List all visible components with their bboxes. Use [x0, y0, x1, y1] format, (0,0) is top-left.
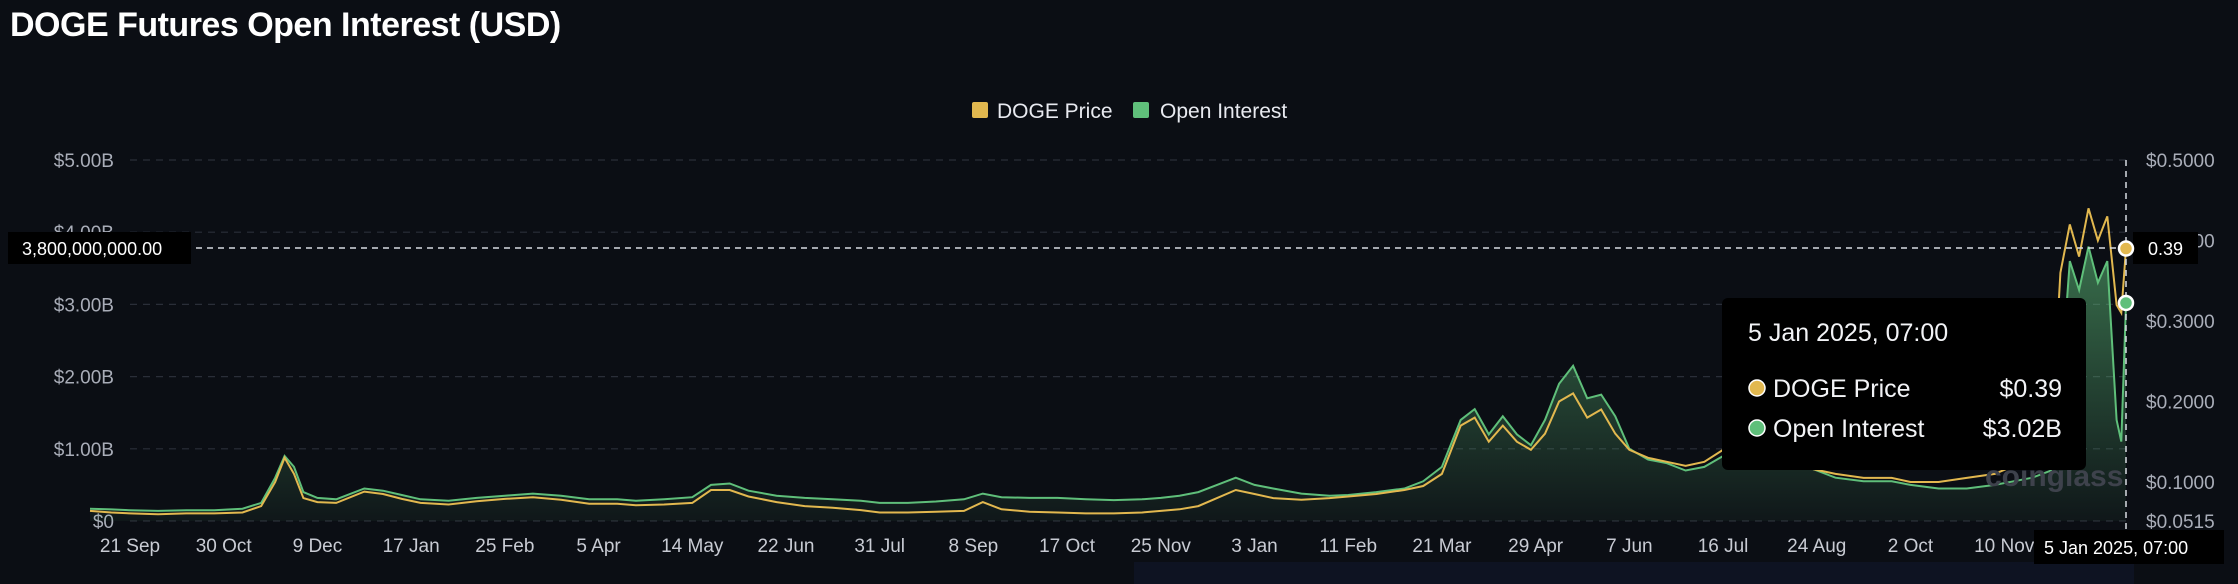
- crosshair-x-label-box: [2034, 530, 2224, 564]
- tooltip-value-oi: $3.02B: [1983, 415, 2062, 443]
- legend-label-price: DOGE Price: [997, 100, 1113, 123]
- tooltip-title: 5 Jan 2025, 07:00: [1748, 319, 1948, 347]
- y-axis-left: $5.00B$4.00B$3.00B$2.00B$1.00B$0: [54, 151, 114, 533]
- doge-price-hover-point: [2117, 240, 2135, 257]
- y-left-tick-label: $2.00B: [54, 368, 114, 389]
- tooltip-dot-price: [1748, 379, 1766, 397]
- y-right-tick-label: $0.2000: [2146, 392, 2215, 413]
- tooltip-box: [1722, 298, 2086, 470]
- open-interest-hover-point: [2117, 294, 2135, 312]
- legend-swatch-price: [972, 102, 988, 118]
- tooltip-label-oi: Open Interest: [1773, 415, 1925, 443]
- series-layer: [89, 208, 2127, 521]
- x-tick-label: 17 Oct: [1039, 536, 1096, 557]
- crosshair-x-label: 5 Jan 2025, 07:00: [2044, 538, 2188, 558]
- tooltip-label-price: DOGE Price: [1773, 375, 1911, 403]
- y-right-tick-label: $0.5000: [2146, 151, 2215, 172]
- x-tick-label: 5 Apr: [576, 536, 621, 557]
- tooltip-value-price: $0.39: [1999, 375, 2062, 403]
- legend-swatch-oi: [1133, 102, 1149, 118]
- open-interest-line: [89, 246, 2127, 512]
- x-tick-label: 3 Jan: [1231, 536, 1277, 557]
- x-axis: 21 Sep 30 Oct 9 Dec 17 Jan 25 Feb 5 Apr 14 May…: [100, 536, 2035, 557]
- tooltip-dot-oi: [1748, 419, 1766, 437]
- x-tick-label: 11 Feb: [1319, 536, 1377, 557]
- crosshair-left-label-box: [8, 232, 191, 264]
- crosshair-left-label: 3,800,000,000.00: [22, 239, 162, 259]
- x-tick-label: 17 Jan: [383, 536, 440, 557]
- crosshair-right-label-box: [2133, 232, 2198, 264]
- y-right-tick-label: $0.1000: [2146, 473, 2215, 494]
- x-tick-label: 31 Jul: [854, 536, 905, 557]
- y-left-tick-label: $3.00B: [54, 295, 114, 316]
- y-right-tick-label: $0.3000: [2146, 312, 2215, 333]
- y-axis-right: $0.5000$0.4000$0.3000$0.2000$0.1000$0.05…: [2146, 151, 2215, 533]
- y-left-tick-label: $1.00B: [54, 440, 114, 461]
- x-tick-label: 16 Jul: [1698, 536, 1749, 557]
- x-tick-label: 9 Dec: [293, 536, 343, 557]
- crosshair-right-label: 0.39: [2148, 239, 2183, 259]
- x-tick-label: 21 Mar: [1412, 536, 1472, 557]
- x-tick-label: 24 Aug: [1787, 536, 1846, 557]
- doge-price-line: [89, 208, 2127, 516]
- legend: DOGE Price Open Interest: [972, 100, 1287, 123]
- chart-title: DOGE Futures Open Interest (USD): [10, 6, 561, 44]
- bottom-panel: [1134, 562, 2134, 584]
- tooltip: 5 Jan 2025, 07:00 DOGE Price $0.39 Open …: [1722, 298, 2086, 470]
- x-tick-label: 10 Nov: [1974, 536, 2035, 557]
- x-tick-label: 2 Oct: [1888, 536, 1934, 557]
- x-tick-label: 7 Jun: [1606, 536, 1652, 557]
- hover-markers: [2117, 240, 2135, 312]
- y-right-tick-label: $0.0515: [2146, 512, 2215, 533]
- x-tick-label: 14 May: [661, 536, 724, 557]
- x-tick-label: 30 Oct: [196, 536, 253, 557]
- open-interest-area: [90, 246, 2126, 521]
- x-tick-label: 25 Feb: [475, 536, 534, 557]
- x-tick-label: 29 Apr: [1508, 536, 1564, 557]
- y-left-tick-label: $5.00B: [54, 151, 114, 172]
- x-tick-label: 8 Sep: [949, 536, 999, 557]
- legend-label-oi: Open Interest: [1160, 100, 1287, 123]
- x-tick-label: 21 Sep: [100, 536, 160, 557]
- x-tick-label: 25 Nov: [1131, 536, 1192, 557]
- x-tick-label: 22 Jun: [757, 536, 814, 557]
